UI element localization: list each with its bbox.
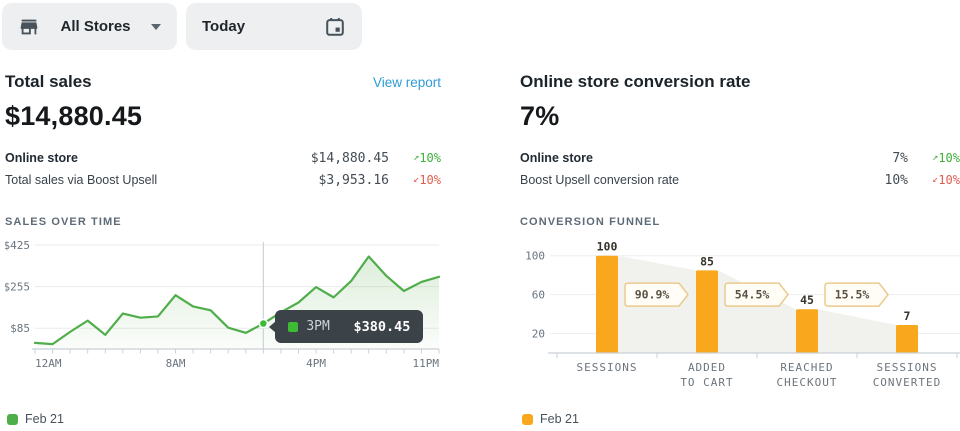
metric-row: Online store 7% ↗10%: [520, 147, 960, 169]
trend-up-icon: ↗: [932, 152, 939, 163]
sales-over-time-title: SALES OVER TIME: [5, 216, 122, 228]
total-sales-title: Total sales: [5, 72, 92, 91]
svg-text:$255: $255: [5, 281, 30, 294]
trend-delta: ↙10%: [932, 173, 960, 187]
svg-text:SESSIONS: SESSIONS: [877, 361, 938, 374]
store-selector[interactable]: All Stores: [2, 3, 177, 50]
chevron-down-icon: [151, 23, 161, 30]
view-report-link[interactable]: View report: [372, 75, 441, 90]
metric-value: 7%: [892, 150, 908, 166]
svg-text:$85: $85: [10, 322, 30, 335]
conversion-funnel-title: CONVERSION FUNNEL: [520, 216, 661, 228]
conversion-rate-title: Online store conversion rate: [520, 72, 751, 91]
svg-text:8AM: 8AM: [166, 357, 186, 370]
svg-text:4PM: 4PM: [306, 357, 326, 370]
svg-text:TO CART: TO CART: [680, 376, 733, 389]
funnel-legend-swatch-icon: [522, 413, 533, 425]
trend-up-icon: ↗: [413, 152, 420, 163]
svg-text:7: 7: [904, 309, 911, 323]
svg-text:100: 100: [597, 240, 618, 254]
svg-text:54.5%: 54.5%: [735, 288, 770, 302]
metric-value: $3,953.16: [318, 172, 389, 188]
metric-label: Online store: [520, 151, 593, 165]
calendar-icon: [324, 16, 346, 38]
sales-over-time-chart[interactable]: $85 $255 $425 12AM 8AM 4PM 11PM 3PM $380.45: [4, 238, 441, 383]
metric-value: 10%: [884, 172, 908, 188]
conversion-funnel-chart[interactable]: 20 60 100 100 85 45 7 90.9% 54.5% 15.5% SESSIONS AD…: [520, 238, 960, 403]
metric-label: Total sales via Boost Upsell: [5, 173, 158, 187]
svg-text:90.9%: 90.9%: [635, 288, 670, 302]
trend-delta: ↙10%: [413, 173, 441, 187]
tooltip-time: 3PM: [306, 319, 330, 334]
conversion-rate-panel: Online store conversion rate 7% Online s…: [520, 72, 960, 403]
date-selector[interactable]: Today: [186, 3, 362, 50]
store-selector-label: All Stores: [60, 18, 131, 35]
funnel-chart-svg: 20 60 100 100 85 45 7 90.9% 54.5% 15.5% SESSIONS AD…: [525, 240, 960, 389]
svg-text:ADDED: ADDED: [688, 361, 726, 374]
sales-legend: Feb 21: [7, 412, 64, 426]
trend-delta: ↗10%: [413, 151, 441, 165]
tooltip-value: $380.45: [353, 318, 411, 335]
metric-label: Online store: [5, 151, 78, 165]
metric-value: $14,880.45: [310, 150, 389, 166]
metric-label: Boost Upsell conversion rate: [520, 173, 680, 187]
svg-text:12AM: 12AM: [35, 357, 62, 370]
store-icon: [18, 16, 40, 38]
svg-text:60: 60: [532, 289, 545, 302]
svg-text:CONVERTED: CONVERTED: [873, 376, 942, 389]
metric-row: Online store $14,880.45 ↗10%: [5, 147, 441, 169]
sales-legend-swatch-icon: [7, 413, 18, 425]
trend-down-icon: ↙: [932, 174, 939, 185]
chart-tooltip: 3PM $380.45: [269, 310, 424, 343]
svg-text:11PM: 11PM: [413, 357, 440, 370]
metric-row: Boost Upsell conversion rate 10% ↙10%: [520, 169, 960, 191]
trend-down-icon: ↙: [413, 174, 420, 185]
conversion-rate-value: 7%: [520, 101, 560, 131]
svg-text:$425: $425: [5, 239, 30, 252]
metric-row: Total sales via Boost Upsell $3,953.16 ↙…: [5, 169, 441, 191]
svg-text:85: 85: [700, 254, 714, 268]
svg-text:SESSIONS: SESSIONS: [577, 361, 638, 374]
sales-legend-label: Feb 21: [25, 412, 64, 426]
funnel-legend-label: Feb 21: [540, 412, 579, 426]
trend-delta: ↗10%: [932, 151, 960, 165]
svg-text:45: 45: [800, 293, 814, 307]
tooltip-series-icon: [288, 321, 299, 332]
svg-text:CHECKOUT: CHECKOUT: [777, 376, 838, 389]
svg-text:REACHED: REACHED: [780, 361, 833, 374]
total-sales-panel: Total sales View report $14,880.45 Onlin…: [4, 72, 442, 383]
svg-text:100: 100: [525, 250, 545, 263]
sales-chart-svg: $85 $255 $425 12AM 8AM 4PM 11PM: [4, 239, 441, 370]
svg-text:20: 20: [532, 328, 545, 341]
date-selector-label: Today: [202, 18, 246, 35]
funnel-legend: Feb 21: [522, 412, 579, 426]
total-sales-value: $14,880.45: [5, 101, 143, 131]
svg-text:15.5%: 15.5%: [835, 288, 870, 302]
